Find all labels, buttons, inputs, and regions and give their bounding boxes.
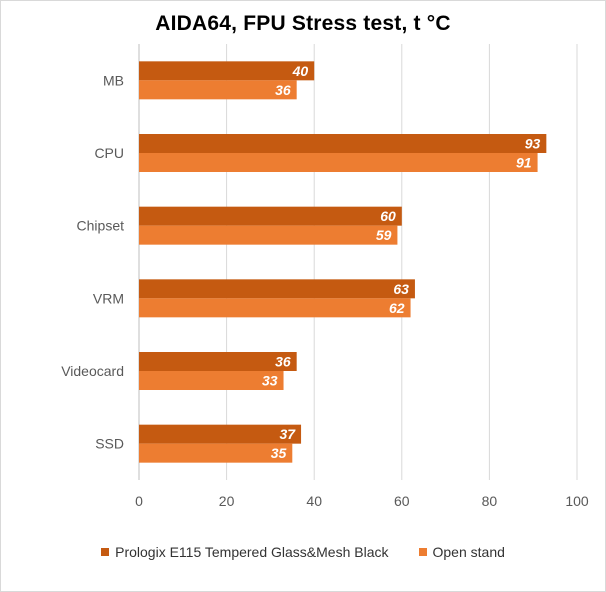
bar-mb-series-2 [139, 80, 297, 100]
category-label-cpu: CPU [94, 145, 124, 161]
data-label-mb-series-2: 36 [275, 82, 291, 98]
legend-label-series-1: Prologix E115 Tempered Glass&Mesh Black [115, 544, 389, 560]
x-tick-label-20: 20 [219, 493, 235, 509]
category-label-vrm: VRM [93, 290, 124, 306]
x-tick-label-100: 100 [565, 493, 589, 509]
bar-cpu-series-1 [139, 134, 547, 153]
chart-title: AIDA64, FPU Stress test, t °C [155, 12, 451, 35]
bar-vrm-series-1 [139, 279, 415, 299]
data-label-mb-series-1: 40 [292, 63, 309, 79]
legend-item-series-2: Open stand [418, 544, 505, 560]
legend-swatch-series-1 [101, 548, 110, 556]
x-tick-label-40: 40 [306, 493, 322, 509]
x-tick-label-80: 80 [482, 493, 498, 509]
bar-cpu-series-2 [139, 153, 538, 172]
category-label-mb: MB [103, 72, 124, 88]
bar-ssd-series-1 [139, 424, 302, 444]
data-label-videocard-series-2: 33 [262, 373, 278, 389]
bar-vrm-series-2 [139, 298, 411, 318]
legend-label-series-2: Open stand [432, 544, 505, 560]
data-label-cpu-series-1: 93 [525, 136, 541, 152]
category-label-ssd: SSD [95, 436, 124, 452]
legend-swatch-series-2 [418, 548, 427, 556]
bar-videocard-series-2 [139, 371, 284, 390]
legend-item-series-1: Prologix E115 Tempered Glass&Mesh Black [101, 544, 389, 560]
data-label-vrm-series-2: 62 [389, 300, 405, 316]
data-label-cpu-series-2: 91 [516, 155, 532, 171]
bar-mb-series-1 [139, 61, 315, 81]
data-label-vrm-series-1: 63 [393, 281, 409, 297]
x-tick-label-60: 60 [394, 493, 410, 509]
data-label-chipset-series-1: 60 [380, 208, 396, 224]
data-label-videocard-series-1: 36 [275, 354, 291, 370]
x-tick-label-0: 0 [135, 493, 143, 509]
bar-chipset-series-2 [139, 225, 398, 245]
data-label-chipset-series-2: 59 [376, 227, 392, 243]
chart-legend: Prologix E115 Tempered Glass&Mesh Black … [0, 544, 606, 560]
data-label-ssd-series-2: 35 [271, 445, 287, 461]
category-label-chipset: Chipset [77, 218, 125, 234]
category-label-videocard: Videocard [61, 363, 124, 379]
bar-ssd-series-2 [139, 443, 293, 463]
data-label-ssd-series-1: 37 [279, 426, 296, 442]
bar-chipset-series-1 [139, 206, 402, 226]
bar-videocard-series-1 [139, 352, 297, 371]
